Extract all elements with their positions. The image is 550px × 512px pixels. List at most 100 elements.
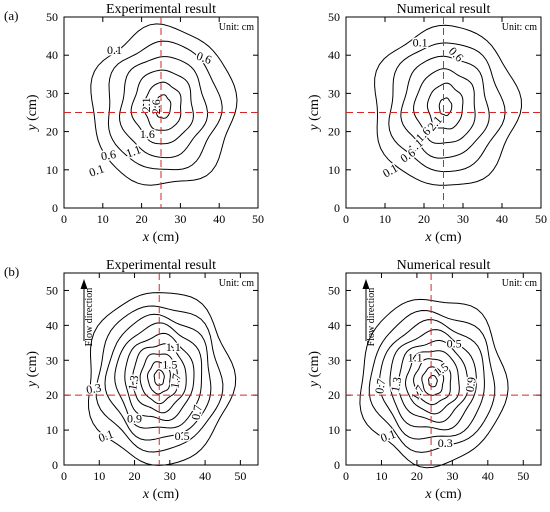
y-axis-label: y (cm) — [307, 351, 322, 389]
contour-line-0.1 — [87, 292, 237, 466]
contour-line-1.1 — [118, 56, 209, 159]
y-tick-label: 20 — [328, 125, 340, 139]
contour-label: 1.5 — [162, 357, 177, 371]
y-tick-label: 10 — [46, 423, 58, 437]
contour-line-0.5 — [378, 319, 485, 440]
contour-line-0.6 — [107, 40, 223, 171]
y-tick-label: 10 — [328, 423, 340, 437]
unit-note: Unit: cm — [219, 278, 254, 289]
y-tick-label: 40 — [46, 48, 58, 62]
y-tick-label: 0 — [334, 201, 340, 215]
contour-line-0.7 — [389, 329, 477, 431]
y-tick-label: 30 — [328, 353, 340, 367]
contour-line-0.3 — [95, 305, 224, 453]
chart-title: Experimental result — [106, 2, 216, 17]
contour-line-1.7 — [153, 369, 165, 386]
x-axis-label: x (cm) — [142, 230, 179, 245]
y-axis-label: y (cm) — [307, 94, 322, 132]
contour-line-1.3 — [413, 358, 452, 406]
panel-label: (a) — [4, 8, 18, 23]
y-tick-label: 40 — [46, 318, 58, 332]
y-tick-label: 50 — [46, 10, 58, 24]
contour-label: 1.6 — [140, 127, 155, 141]
x-tick-label: 20 — [136, 212, 148, 226]
x-tick-label: 30 — [174, 212, 186, 226]
x-tick-label: 0 — [343, 212, 349, 226]
y-tick-label: 10 — [46, 163, 58, 177]
y-tick-label: 10 — [328, 163, 340, 177]
contour-label: 1.7 — [167, 372, 183, 389]
contour-line-1.1 — [400, 55, 490, 159]
contour-line-2.6 — [154, 94, 172, 119]
x-tick-label: 10 — [93, 469, 105, 483]
contour-label: 1.7 — [408, 383, 428, 403]
x-tick-label: 50 — [535, 212, 547, 226]
plot-frame — [345, 272, 542, 466]
x-tick-label: 0 — [61, 212, 67, 226]
x-axis-label: x (cm) — [142, 487, 179, 502]
contour-label: 0.6 — [100, 147, 117, 163]
y-tick-label: 20 — [328, 388, 340, 402]
flow-arrow-icon — [80, 279, 88, 289]
contour-label: 0.1 — [379, 427, 398, 445]
contour-label: 2.6 — [149, 99, 163, 114]
unit-note: Unit: cm — [219, 22, 254, 33]
x-tick-label: 20 — [129, 469, 141, 483]
unit-note: Unit: cm — [502, 22, 537, 33]
contour-line-0.1 — [359, 298, 509, 469]
panel-3: Experimental result (b) Unit: cm 0 10 20 30 40 5… — [4, 258, 259, 502]
y-tick-label: 0 — [334, 458, 340, 472]
contour-line-0.9 — [124, 332, 195, 421]
contour-line-0.9 — [397, 339, 469, 423]
x-tick-label: 40 — [496, 212, 508, 226]
contour-line-1.6 — [413, 68, 476, 144]
flow-arrow-icon — [362, 279, 370, 289]
contour-label: 0.1 — [96, 427, 115, 445]
contour-line-1.7 — [428, 375, 438, 388]
contour-line-1.1 — [404, 350, 460, 415]
x-tick-label: 0 — [343, 469, 349, 483]
x-tick-label: 20 — [411, 469, 423, 483]
x-tick-label: 40 — [213, 212, 225, 226]
flow-direction-label: Flow direction — [84, 288, 95, 347]
contour-line-0.6 — [388, 42, 506, 173]
y-tick-label: 50 — [46, 283, 58, 297]
contour-line-1.5 — [146, 361, 171, 395]
contour-label: 0.5 — [447, 336, 462, 350]
chart-title: Experimental result — [106, 258, 216, 273]
panel-4: Numerical result Unit: cm 0 10 20 30 40 50 0 10 20… — [307, 258, 542, 502]
contour-label: 0.1 — [413, 35, 428, 49]
x-tick-label: 20 — [418, 212, 430, 226]
unit-note: Unit: cm — [502, 278, 537, 289]
contour-label: 0.9 — [127, 411, 142, 425]
y-axis-label: y (cm) — [25, 351, 40, 389]
x-tick-label: 30 — [164, 469, 176, 483]
contour-label: 0.1 — [107, 43, 122, 57]
contour-line-0.7 — [114, 322, 203, 429]
y-axis-label: y (cm) — [25, 94, 40, 132]
x-tick-label: 40 — [482, 469, 494, 483]
contour-line-1.6 — [130, 69, 194, 145]
contour-line-1.3 — [139, 353, 178, 405]
x-tick-label: 50 — [234, 469, 246, 483]
x-tick-label: 30 — [457, 212, 469, 226]
x-axis-label: x (cm) — [424, 230, 461, 245]
y-tick-label: 30 — [46, 353, 58, 367]
x-tick-label: 10 — [97, 212, 109, 226]
contour-line-2.1 — [426, 82, 464, 130]
contour-label: 0.7 — [372, 378, 388, 395]
x-axis-label: x (cm) — [424, 487, 461, 502]
x-tick-label: 10 — [375, 469, 387, 483]
x-tick-label: 50 — [252, 212, 264, 226]
contour-label: 0.5 — [175, 429, 190, 443]
contour-label: 1.3 — [388, 376, 404, 393]
panel-label: (b) — [4, 264, 19, 279]
contour-label: 0.3 — [438, 436, 453, 450]
x-tick-label: 50 — [517, 469, 529, 483]
contour-label: 0.9 — [462, 376, 478, 393]
chart-title: Numerical result — [397, 258, 491, 273]
contour-label: 0.1 — [380, 161, 400, 181]
contour-label: 1.1 — [166, 340, 181, 354]
contour-line-0.3 — [368, 309, 496, 453]
